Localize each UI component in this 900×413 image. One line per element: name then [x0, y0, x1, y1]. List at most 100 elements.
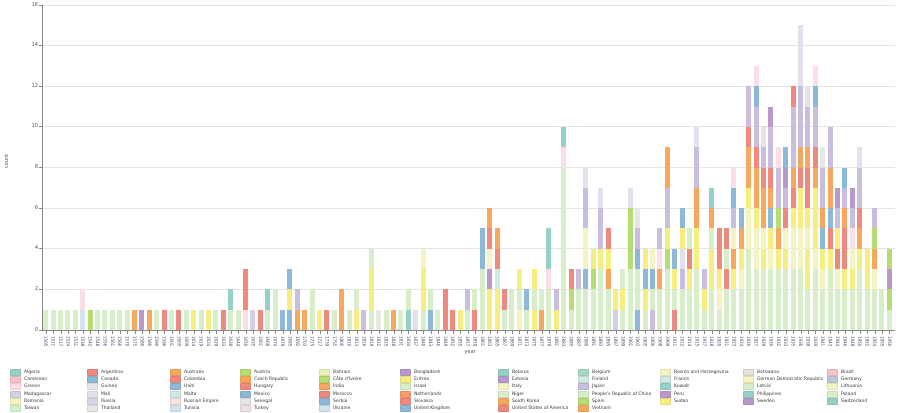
legend-item: Guinea: [87, 383, 123, 391]
bar-segment-peru: [835, 187, 840, 209]
legend-swatch: [660, 369, 671, 377]
bar-segment-india: [487, 208, 493, 229]
bar-segment-india: [709, 208, 715, 229]
legend-label: Sweden: [757, 398, 775, 404]
legend-label: Austria: [254, 370, 270, 376]
bar-segment-hungary: [790, 86, 796, 107]
bar-segment-japan: [694, 147, 700, 188]
bar-segment-sudan: [753, 208, 759, 229]
legend-swatch: [240, 405, 251, 413]
bar-segment-malta: [494, 269, 500, 290]
bar-segment-people-s-republic-of-china: [346, 309, 352, 330]
bar-segment-people-s-republic-of-china: [642, 309, 648, 330]
x-tick-label: 1846: [435, 336, 441, 347]
legend-swatch: [743, 376, 754, 384]
bar-segment-people-s-republic-of-china: [502, 309, 507, 330]
bar-segment-japan: [761, 147, 766, 168]
legend-swatch: [10, 397, 21, 405]
bar-segment-spain: [664, 248, 670, 270]
bar-segment-serbia: [635, 309, 641, 330]
legend-item: Switzerland: [827, 397, 867, 405]
bar-segment-morocco: [805, 167, 811, 188]
grid-line: [42, 248, 895, 250]
bar-segment-morocco: [857, 208, 863, 229]
bar-segment-hungary: [324, 309, 330, 330]
legend-item: Taiwan: [10, 405, 51, 413]
legend-item: Belarus: [498, 369, 568, 377]
x-tick-mark: [748, 331, 750, 334]
bar-segment-morocco: [243, 269, 248, 310]
x-tick-mark: [260, 331, 262, 334]
legend-swatch: [400, 397, 411, 405]
bar-segment-italy: [583, 228, 589, 270]
bar-segment-italy: [731, 228, 737, 249]
bar-segment-eritrea: [664, 228, 670, 249]
bar-segment-people-s-republic-of-china: [58, 309, 63, 330]
y-tick-mark: [39, 167, 42, 168]
bar-segment-people-s-republic-of-china: [95, 309, 100, 330]
legend-swatch: [170, 369, 181, 377]
y-tick-label: 0: [34, 326, 38, 333]
legend-label: Czech Republic: [254, 377, 289, 383]
x-tick-mark: [186, 331, 188, 334]
x-tick-label: 1895: [605, 336, 611, 347]
bar-segment-people-s-republic-of-china: [827, 269, 833, 330]
x-tick-label: 1912: [679, 336, 685, 347]
legend-item: Poland: [827, 390, 867, 398]
bar-segment-people-s-republic-of-china: [694, 269, 700, 330]
x-tick-label: 1586: [146, 336, 152, 347]
x-tick-mark: [193, 331, 195, 334]
x-tick-label: 1674: [272, 336, 278, 347]
x-tick-mark: [53, 331, 55, 334]
legend-item: Turkey: [240, 405, 288, 413]
legend-label: France: [674, 377, 689, 383]
bar-segment-niger: [709, 228, 715, 249]
x-tick-label: 1840: [420, 336, 426, 347]
bar-segment-india: [294, 309, 300, 330]
legend-item: German Democratic Republic: [743, 376, 823, 384]
bar-segment-people-s-republic-of-china: [664, 269, 670, 330]
bar-segment-japan: [361, 309, 367, 330]
x-tick-label: 1929: [761, 336, 766, 347]
legend-label: Canada: [101, 377, 119, 383]
legend-swatch: [827, 376, 838, 384]
x-tick-mark: [756, 331, 758, 334]
x-tick-label: 1638: [228, 336, 234, 347]
legend-swatch: [240, 397, 251, 405]
bar-segment-italy: [516, 309, 522, 330]
legend-label: Mali: [101, 391, 111, 397]
x-tick-mark: [230, 331, 232, 334]
bar-segment-people-s-republic-of-china: [428, 289, 433, 310]
legend-item: Russia: [87, 397, 123, 405]
legend-swatch: [498, 369, 509, 377]
x-tick-label: 1531: [72, 336, 78, 347]
x-tick-mark: [312, 331, 314, 334]
legend-column-2: Argentina Canada Guinea Mali Russia Thailand: [87, 369, 123, 413]
x-tick-label: 1633: [220, 336, 226, 347]
legend-item: Peru: [660, 390, 729, 398]
bar-segment-colombia: [257, 309, 263, 330]
x-tick-mark: [770, 331, 772, 334]
legend-item: Thailand: [87, 405, 123, 413]
bar-segment-vietnam: [391, 309, 396, 330]
legend-swatch: [743, 369, 754, 377]
x-tick-label: 1524: [65, 336, 71, 347]
bar-segment-sudan: [812, 187, 818, 229]
bar-segment-sudan: [605, 248, 611, 270]
x-tick-mark: [67, 331, 69, 334]
bar-segment-niger: [724, 248, 729, 270]
bar-segment-people-s-republic-of-china: [842, 289, 848, 330]
bar-segment-hungary: [761, 167, 766, 188]
bar-segment-niger: [354, 289, 359, 310]
legend-label: Lithuania: [841, 384, 862, 390]
legend-label: South Korea: [512, 398, 540, 404]
bar-segment-mali: [798, 25, 803, 87]
bar-segment-peru: [783, 167, 789, 188]
x-tick-label: 1909: [664, 336, 670, 347]
bar-segment-spain: [886, 289, 892, 310]
x-tick-mark: [563, 331, 565, 334]
bar-segment-india: [820, 208, 826, 229]
bar-segment-india: [768, 187, 774, 209]
x-tick-mark: [504, 331, 506, 334]
bar-segment-people-s-republic-of-china: [539, 289, 544, 310]
